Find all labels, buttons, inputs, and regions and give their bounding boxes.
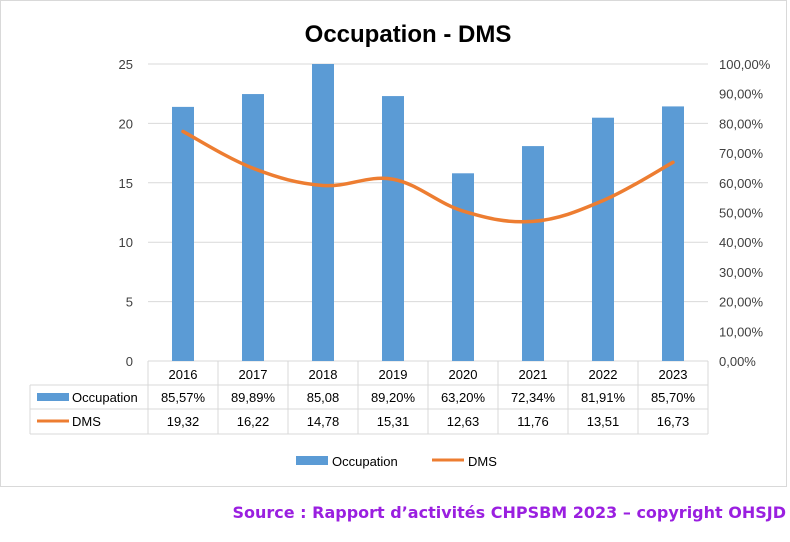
- dms-value: 14,78: [307, 414, 340, 429]
- chart-title: Occupation - DMS: [305, 21, 512, 48]
- data-table: 2016 2017 2018 2019 2020 2021 2022 2023 Occupati…: [29, 361, 709, 435]
- occupation-value: 85,70%: [651, 390, 696, 405]
- occupation-bars: [172, 64, 684, 362]
- occupation-value: 89,89%: [231, 390, 276, 405]
- left-tick-label: 20: [119, 116, 133, 131]
- occupation-value: 63,20%: [441, 390, 486, 405]
- occupation-value: 85,08: [307, 390, 340, 405]
- right-tick-label: 10,00%: [719, 324, 764, 339]
- combo-chart: Occupation - DMS 0 5 10 15 20 25 0,00% 10,00% 2…: [29, 21, 771, 469]
- category-label: 2021: [519, 367, 548, 382]
- right-tick-label: 70,00%: [719, 146, 764, 161]
- source-note: Source : Rapport d’activités CHPSBM 2023…: [232, 503, 786, 522]
- left-tick-label: 10: [119, 235, 133, 250]
- dms-value: 11,76: [517, 414, 549, 429]
- occupation-value: 81,91%: [581, 390, 626, 405]
- category-label: 2023: [659, 367, 688, 382]
- occupation-row-label: Occupation: [72, 390, 138, 405]
- category-label: 2017: [239, 367, 268, 382]
- dms-line: [181, 129, 675, 224]
- category-label: 2018: [309, 367, 338, 382]
- legend-dms-label: DMS: [468, 454, 497, 469]
- dms-value: 16,73: [657, 414, 690, 429]
- left-tick-label: 15: [119, 176, 133, 191]
- gridlines: [148, 63, 708, 362]
- legend: Occupation DMS: [296, 454, 497, 469]
- occupation-bar: [312, 64, 334, 361]
- category-label: 2019: [379, 367, 408, 382]
- left-tick-label: 5: [126, 295, 133, 310]
- right-tick-label: 60,00%: [719, 176, 764, 191]
- occupation-bar: [452, 173, 474, 361]
- occupation-key: [37, 393, 69, 401]
- legend-occupation-label: Occupation: [332, 454, 398, 469]
- occupation-bar: [382, 96, 404, 362]
- right-tick-label: 90,00%: [719, 87, 764, 102]
- category-label: 2022: [589, 367, 618, 382]
- occupation-bar: [242, 94, 264, 361]
- right-tick-label: 50,00%: [719, 206, 764, 221]
- left-tick-label: 0: [126, 354, 133, 369]
- right-tick-label: 100,00%: [719, 57, 771, 72]
- occupation-value: 85,57%: [161, 390, 206, 405]
- left-tick-label: 25: [119, 57, 133, 72]
- right-axis: 0,00% 10,00% 20,00% 30,00% 40,00% 50,00% 60,00…: [719, 57, 771, 369]
- dms-value: 13,51: [587, 414, 620, 429]
- right-tick-label: 20,00%: [719, 295, 764, 310]
- dms-value: 15,31: [377, 414, 410, 429]
- right-tick-label: 80,00%: [719, 116, 764, 131]
- left-axis: 0 5 10 15 20 25: [119, 57, 133, 369]
- dms-value: 19,32: [167, 414, 200, 429]
- category-label: 2016: [169, 367, 198, 382]
- dms-value: 16,22: [237, 414, 270, 429]
- occupation-bar: [522, 146, 544, 361]
- dms-line-series: [181, 129, 675, 224]
- dms-row-label: DMS: [72, 414, 101, 429]
- chart-frame: [0, 0, 787, 487]
- occupation-bar: [592, 117, 614, 361]
- right-tick-label: 0,00%: [719, 354, 756, 369]
- dms-value: 12,63: [447, 414, 480, 429]
- category-label: 2020: [449, 367, 478, 382]
- right-tick-label: 30,00%: [719, 265, 764, 280]
- occupation-value: 72,34%: [511, 390, 556, 405]
- right-tick-label: 40,00%: [719, 235, 764, 250]
- legend-occupation-swatch: [296, 456, 328, 465]
- occupation-value: 89,20%: [371, 390, 416, 405]
- occupation-bar: [662, 106, 684, 362]
- occupation-bar: [172, 106, 194, 361]
